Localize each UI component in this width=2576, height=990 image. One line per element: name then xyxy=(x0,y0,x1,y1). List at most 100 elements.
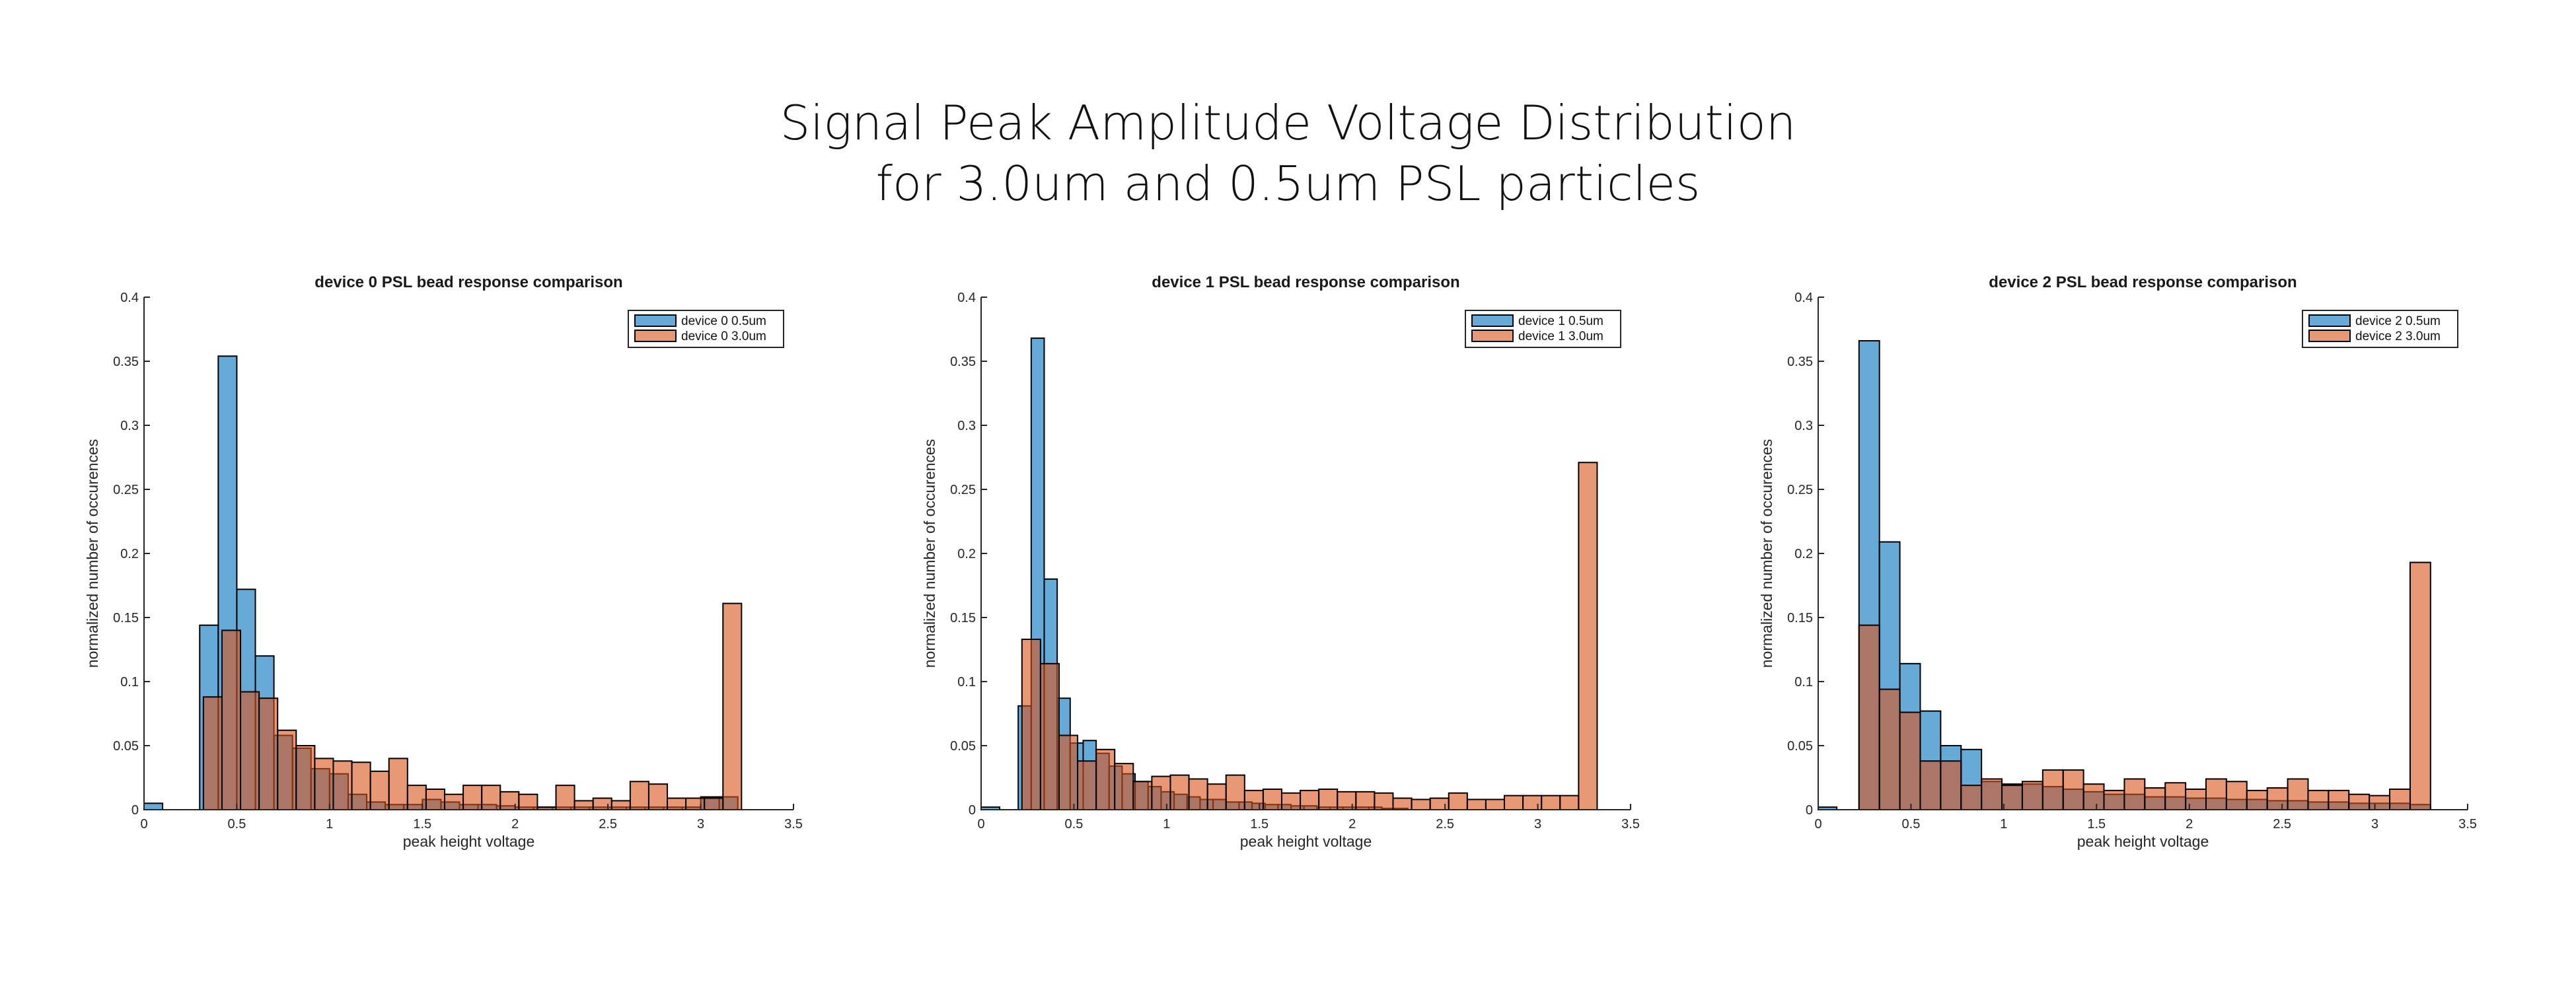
page-title-line-2: for 3.0um and 0.5um PSL particles xyxy=(875,156,1701,211)
histogram-bar xyxy=(518,793,538,810)
x-tick-label: 3 xyxy=(2371,817,2378,831)
histogram-bar xyxy=(2001,785,2023,811)
series-1 xyxy=(1858,561,2431,811)
histogram-bar xyxy=(240,691,260,811)
histogram-bar xyxy=(1392,797,1413,811)
y-tick-label: 0 xyxy=(131,803,139,818)
y-tick-label: 0.15 xyxy=(950,611,976,625)
x-tick-label: 1 xyxy=(2000,817,2007,831)
y-tick-label: 0.35 xyxy=(950,355,976,369)
x-tick-label: 1.5 xyxy=(2087,817,2106,831)
histogram-bar xyxy=(629,781,649,810)
x-axis-label: peak height voltage xyxy=(1240,833,1372,850)
histogram-bar xyxy=(143,802,164,811)
x-tick-label: 2 xyxy=(2186,817,2193,831)
chart-title: device 0 PSL bead response comparison xyxy=(314,273,622,291)
legend-entry: device 0 0.5um xyxy=(681,314,766,328)
y-axis-label: normalized number of occurences xyxy=(921,439,938,668)
x-axis-label: peak height voltage xyxy=(2077,833,2209,850)
y-tick-label: 0.35 xyxy=(113,355,139,369)
histogram-bar xyxy=(2409,561,2431,811)
chart-title: device 1 PSL bead response comparison xyxy=(1152,273,1459,291)
legend-entry: device 0 3.0um xyxy=(681,330,766,343)
y-tick-label: 0.3 xyxy=(120,419,139,433)
histogram-bar xyxy=(1318,788,1339,810)
histogram-bar xyxy=(1169,774,1190,810)
histogram-bar xyxy=(1429,797,1450,811)
histogram-bar xyxy=(1132,781,1153,810)
chart-title: device 2 PSL bead response comparison xyxy=(1989,273,2297,291)
page-title: Signal Peak Amplitude Voltage Distributi… xyxy=(0,92,2576,214)
x-tick-label: 0.5 xyxy=(1065,817,1084,831)
histogram-bar xyxy=(2348,793,2371,810)
histogram-bar xyxy=(314,758,334,811)
x-tick-label: 3 xyxy=(1534,817,1541,831)
histogram-bar xyxy=(1355,791,1376,810)
chart-panel-0: 0 0.5 1 1.5 2 2.5 3 3.5 0 0.05 0.1 0.15 0.2 0.25 0.3 0.… xyxy=(84,273,803,850)
x-tick-label: 2 xyxy=(1348,817,1356,831)
y-tick-label: 0.2 xyxy=(1794,547,1813,561)
legend-entry: device 2 3.0um xyxy=(2355,330,2441,343)
y-tick-label: 0.4 xyxy=(1794,291,1813,305)
histogram-bar xyxy=(1225,774,1245,810)
y-axis-label: normalized number of occurences xyxy=(84,439,101,668)
histogram-bar xyxy=(1448,792,1468,811)
y-tick-label: 0.2 xyxy=(120,547,139,561)
histogram-bar xyxy=(722,602,743,810)
y-tick-label: 0 xyxy=(969,803,976,818)
legend: device 2 0.5um device 2 3.0um xyxy=(2302,310,2458,348)
x-tick-label: 0.5 xyxy=(228,817,246,831)
x-tick-label: 3.5 xyxy=(1621,817,1640,831)
histogram-bar xyxy=(221,629,242,811)
histogram-bar xyxy=(1300,789,1320,811)
histogram-bar xyxy=(1411,798,1431,810)
histogram-bar xyxy=(295,745,316,810)
y-tick-label: 0.1 xyxy=(957,675,976,689)
y-tick-label: 0.05 xyxy=(950,739,976,754)
histogram-bar xyxy=(647,783,669,810)
histogram-bar xyxy=(1039,662,1060,811)
x-tick-label: 3.5 xyxy=(2458,817,2477,831)
x-tick-label: 0 xyxy=(140,817,147,831)
x-tick-label: 1 xyxy=(326,817,333,831)
y-tick-label: 0.15 xyxy=(1787,611,1813,625)
histogram-bar xyxy=(481,785,501,811)
page-title-line-1: Signal Peak Amplitude Voltage Distributi… xyxy=(780,95,1796,151)
y-tick-label: 0 xyxy=(1806,803,1813,818)
histogram-bar xyxy=(499,791,520,810)
legend-swatch xyxy=(2308,330,2351,342)
x-tick-label: 0.5 xyxy=(1902,817,1921,831)
histogram-bar xyxy=(1114,763,1134,811)
histogram-bar xyxy=(1374,792,1394,811)
histogram-bar xyxy=(258,697,279,810)
legend-swatch xyxy=(1471,314,1514,327)
histogram-bar xyxy=(406,785,427,811)
legend-entry: device 2 0.5um xyxy=(2355,314,2441,328)
histogram-bar xyxy=(667,797,687,811)
histogram-bar xyxy=(1077,760,1097,811)
x-tick-label: 2.5 xyxy=(599,817,617,831)
x-tick-label: 2.5 xyxy=(1436,817,1454,831)
histogram-bar xyxy=(1899,711,1921,811)
histogram-bar xyxy=(2042,769,2064,810)
histogram-bar xyxy=(1878,688,1901,811)
x-tick-label: 2.5 xyxy=(2273,817,2291,831)
series-1 xyxy=(202,602,743,811)
y-axis-label: normalized number of occurences xyxy=(1758,439,1775,668)
y-tick-label: 0.25 xyxy=(950,483,976,497)
y-tick-label: 0.4 xyxy=(957,291,976,305)
histogram-bar xyxy=(1578,462,1598,810)
legend-swatch xyxy=(1471,330,1514,342)
histogram-bar xyxy=(704,797,724,811)
x-tick-label: 0 xyxy=(1814,817,1822,831)
histogram-bar xyxy=(1058,734,1079,810)
histogram-bar xyxy=(1021,638,1041,810)
y-tick-label: 0.1 xyxy=(1794,675,1813,689)
histogram-bar xyxy=(443,793,464,810)
histogram-bar xyxy=(1858,624,1880,810)
histogram-bar xyxy=(1504,795,1524,811)
histogram-bar xyxy=(2062,769,2084,810)
histogram-bar xyxy=(555,785,575,811)
histogram-bar xyxy=(1940,760,1962,811)
